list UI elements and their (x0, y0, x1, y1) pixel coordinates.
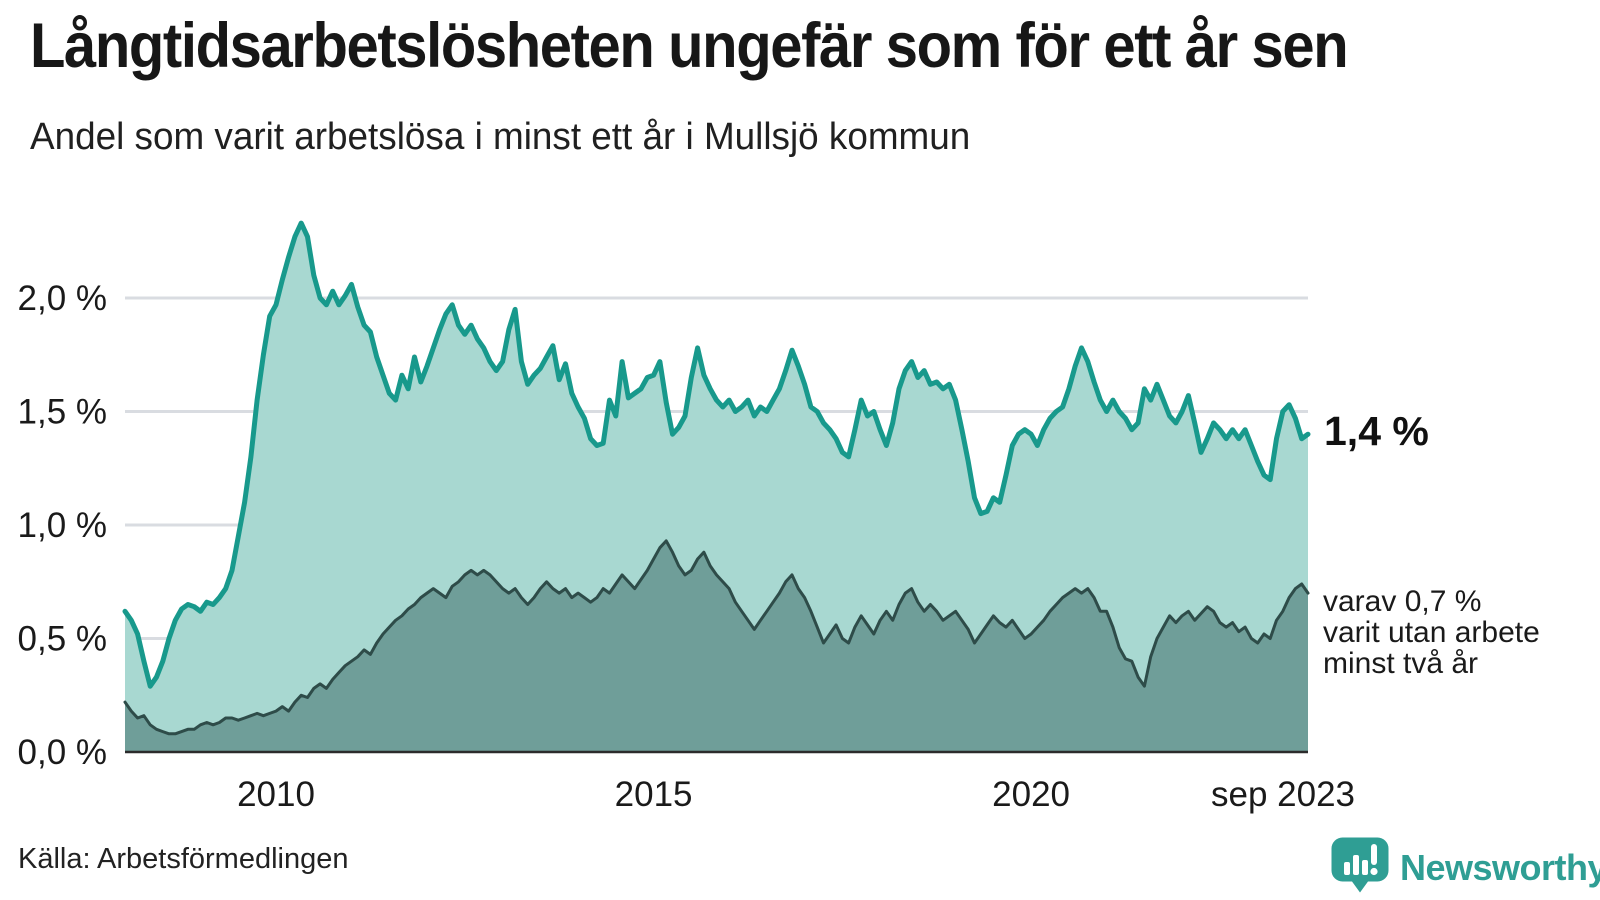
source-text: Källa: Arbetsförmedlingen (18, 843, 349, 875)
end-value-label: 1,4 % (1324, 408, 1429, 454)
x-axis-tick-label: 2015 (615, 775, 693, 814)
x-axis-tick-label: sep 2023 (1211, 775, 1355, 814)
y-axis-tick-label: 1,5 % (18, 393, 108, 432)
end-note-line-3: minst två år (1323, 647, 1479, 680)
newsworthy-wordmark: Newsworthy (1400, 846, 1600, 888)
y-axis-tick-label: 0,0 % (18, 733, 108, 772)
x-axis-tick-label: 2020 (992, 775, 1070, 814)
page-title: Långtidsarbetslösheten ungefär som för e… (30, 11, 1349, 81)
area-fill-unemployed-2yr (125, 540, 1308, 752)
x-axis-tick-label: 2010 (237, 775, 315, 814)
newsworthy-logo: Newsworthy (1330, 836, 1600, 899)
y-axis-tick-label: 1,0 % (18, 506, 108, 545)
end-note-line-2: varit utan arbete (1323, 616, 1540, 649)
y-axis-tick-label: 0,5 % (18, 620, 108, 659)
line-unemployed-1yr (122, 220, 1311, 689)
y-axis-tick-label: 2,0 % (18, 279, 108, 318)
newsworthy-speech-bubble-chart-icon (1330, 836, 1390, 899)
end-note-label: varav 0,7 % varit utan arbete minst två … (1323, 586, 1540, 679)
page-subtitle: Andel som varit arbetslösa i minst ett å… (30, 116, 971, 158)
end-note-line-1: varav 0,7 % (1323, 585, 1482, 618)
line-unemployed-2yr (123, 539, 1310, 736)
